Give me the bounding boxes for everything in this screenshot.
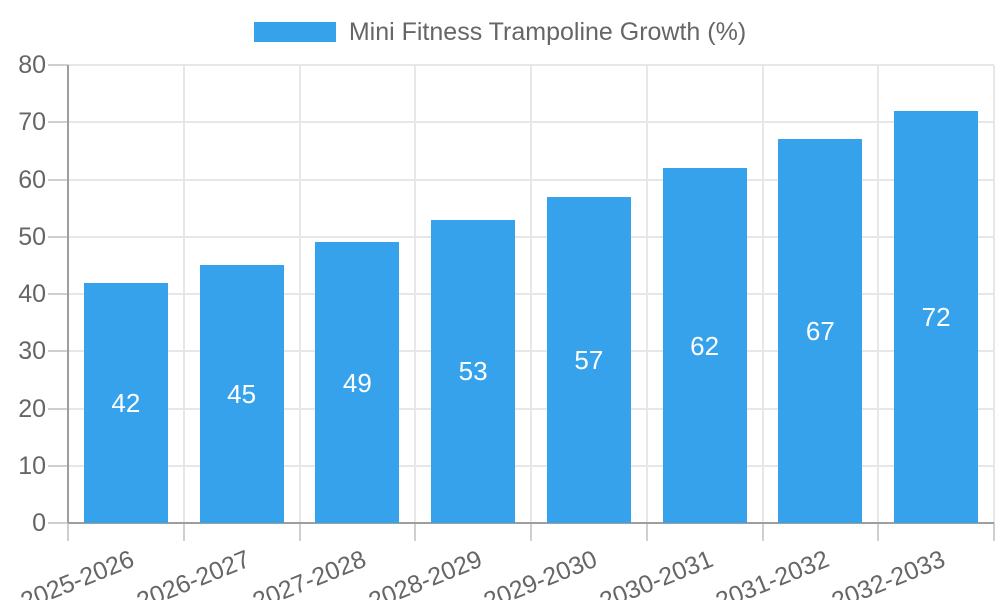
y-axis-label: 80 [18,51,46,79]
bar[interactable] [894,110,979,523]
grid-line-vertical [993,65,995,523]
bar-value-label: 57 [574,344,604,375]
y-axis-line [67,65,69,523]
x-axis-tick [877,523,880,541]
x-axis-tick [67,523,69,541]
grid-line-vertical [414,65,417,523]
grid-line-vertical [298,65,301,523]
y-axis-label: 40 [18,280,46,308]
legend-swatch [253,22,336,42]
x-axis-label: 2032-2033 [827,545,949,600]
y-axis-label: 50 [18,222,46,251]
x-axis-tick [645,523,648,541]
bar-value-label: 62 [690,330,720,361]
y-axis-label: 70 [18,108,46,137]
y-axis-tick [48,464,68,467]
y-axis-tick [48,293,68,295]
bar[interactable] [662,168,747,523]
grid-line-vertical [182,65,185,523]
x-axis-tick [530,523,532,541]
x-axis-label: 2029-2030 [480,545,602,600]
x-axis-label: 2028-2029 [364,545,486,600]
bar-value-label: 67 [805,316,835,347]
grid-line-vertical [761,65,764,523]
bar-value-label: 72 [921,301,951,332]
bar[interactable] [83,282,168,523]
x-axis-label: 2031-2032 [711,545,833,600]
bar-value-label: 53 [458,356,488,387]
bar[interactable] [778,139,863,523]
grid-line-vertical [530,65,532,523]
y-axis-label: 10 [18,451,46,480]
x-axis-tick [993,523,995,541]
x-axis-tick [182,523,185,541]
bar-value-label: 49 [342,367,372,398]
legend-label: Mini Fitness Trampoline Growth (%) [348,18,747,46]
grid-line-vertical [645,65,648,523]
grid-line-vertical [877,65,880,523]
y-axis-tick [48,121,68,124]
y-axis-label: 30 [18,337,46,366]
x-axis-label: 2025-2026 [17,545,139,600]
y-axis-label: 0 [32,509,46,537]
x-axis-line [68,522,994,524]
x-axis-label: 2030-2031 [595,545,718,600]
legend-item[interactable]: Mini Fitness Trampoline Growth (%) [0,16,1000,48]
x-axis-label: 2027-2028 [248,545,370,600]
y-axis-tick [48,522,68,524]
y-axis-tick [48,64,68,66]
y-axis-tick [48,178,68,181]
x-axis-tick [414,523,417,541]
bar-value-label: 42 [111,387,141,418]
x-axis-tick [298,523,301,541]
y-axis-tick [48,350,68,353]
bar-value-label: 45 [227,379,257,410]
x-axis-tick [761,523,764,541]
y-axis-label: 60 [18,165,46,194]
y-axis-tick [48,235,68,238]
bar[interactable] [431,219,516,523]
bar[interactable] [546,196,631,523]
x-axis-label: 2026-2027 [132,545,255,600]
y-axis-label: 20 [18,394,46,423]
bar[interactable] [199,265,284,523]
bar[interactable] [315,242,400,523]
y-axis-tick [48,407,68,410]
